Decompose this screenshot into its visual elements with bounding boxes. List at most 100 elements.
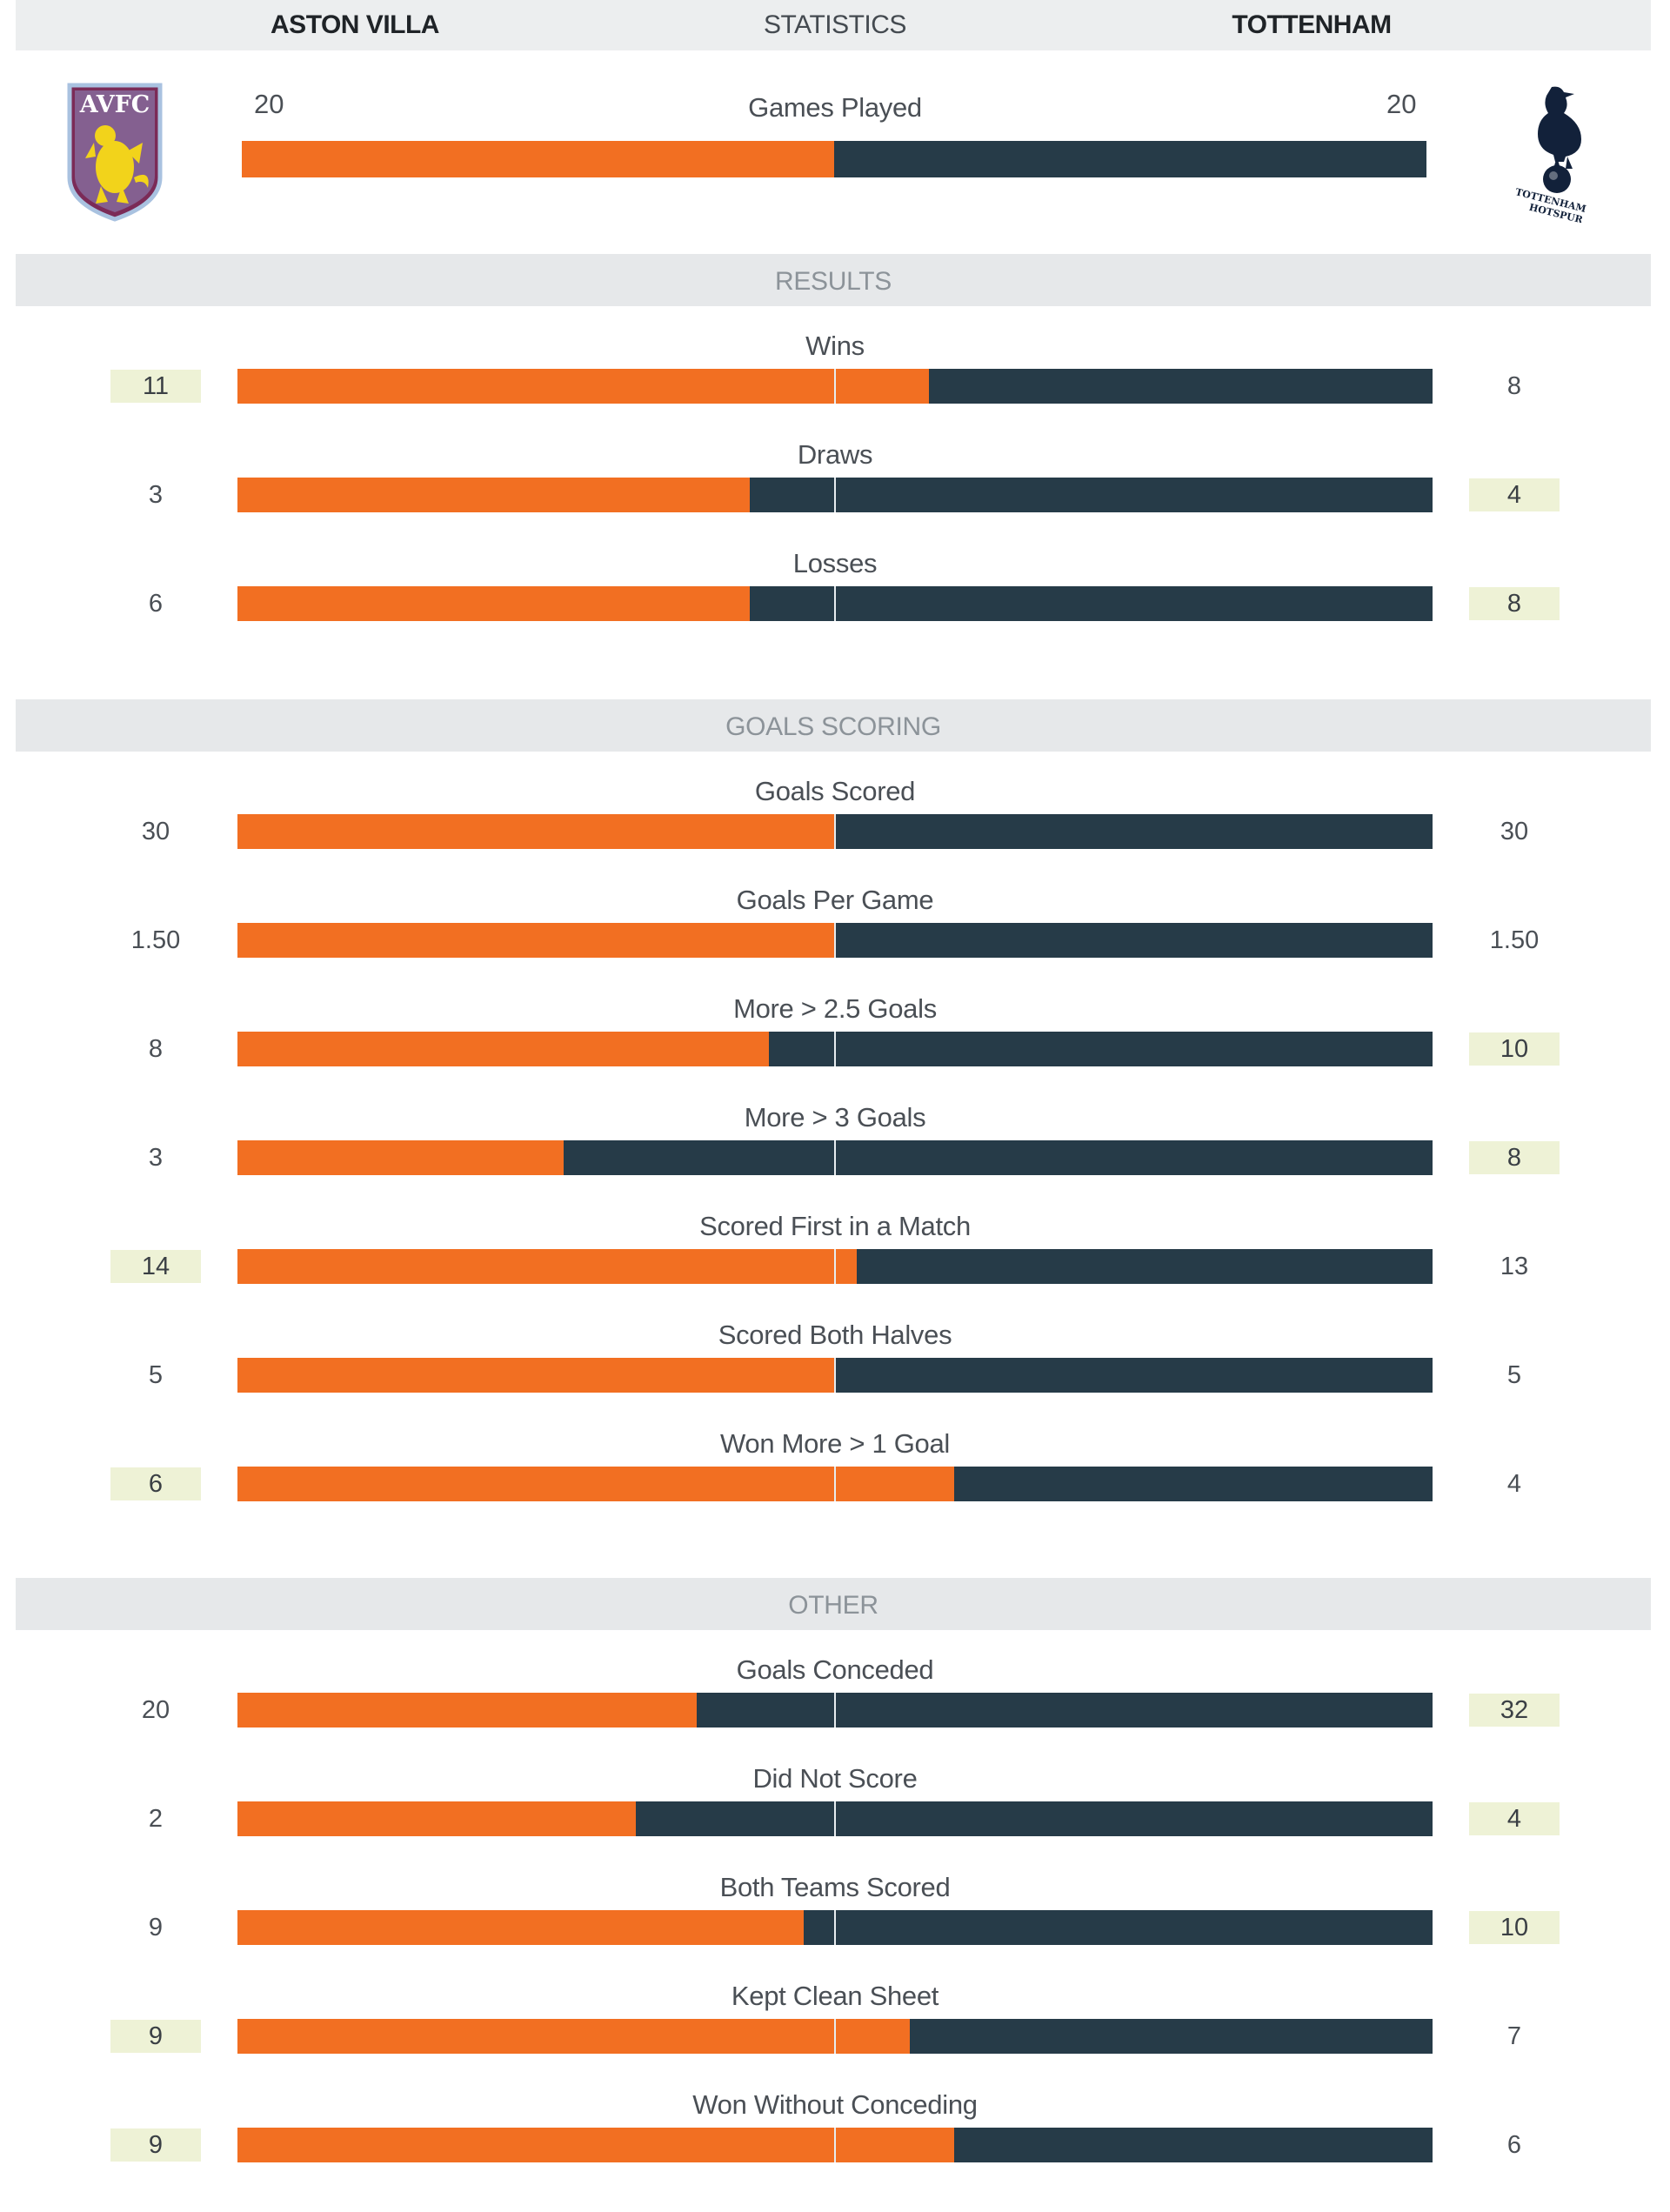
section-header-results: RESULTS [16,254,1651,306]
home-value-kept-clean-sheet: 9 [110,2020,201,2053]
away-value-wins: 8 [1506,372,1522,400]
home-share-fill [237,1467,955,1501]
section-header-goals-scoring: GOALS SCORING [16,699,1651,752]
home-share-fill [237,586,750,621]
home-share-fill [237,369,930,404]
stat-bar-goals-scored [237,814,1433,849]
bar-midline [834,923,836,958]
stat-label-scored-first-in-a-match: Scored First in a Match [699,1211,971,1241]
home-value-goals-per-game: 1.50 [130,926,181,954]
stat-label-did-not-score: Did Not Score [752,1763,918,1794]
stat-bar-wins [237,369,1433,404]
home-share-fill [237,1032,769,1066]
home-value-draws: 3 [148,481,164,509]
section-title: OTHER [788,1591,878,1620]
bar-midline [834,478,836,512]
home-value-goals-conceded: 20 [141,1696,170,1724]
home-value-scored-both-halves: 5 [148,1361,164,1389]
stat-bar-won-more-1-goal [237,1467,1433,1501]
home-share-fill [237,1693,698,1727]
home-value-losses: 6 [148,590,164,618]
home-share-fill [237,1140,564,1175]
stat-label-draws: Draws [797,439,873,470]
bar-midline [834,1693,836,1727]
away-value-scored-both-halves: 5 [1506,1361,1522,1389]
bar-midline [834,369,836,404]
stat-label-more-3-goals: More > 3 Goals [744,1102,926,1133]
away-value-more-2-5-goals: 10 [1469,1032,1560,1066]
home-value-goals-scored: 30 [141,818,170,845]
bar-midline [834,1140,836,1175]
away-team-name: TOTTENHAM [1232,10,1392,39]
stat-label-won-without-conceding: Won Without Conceding [692,2089,978,2120]
home-value-did-not-score: 2 [148,1805,164,1833]
bar-midline [834,814,836,849]
stat-bar-kept-clean-sheet [237,2019,1433,2054]
games-played-label: Games Played [748,92,922,123]
stat-label-won-more-1-goal: Won More > 1 Goal [720,1428,950,1459]
stat-label-goals-scored: Goals Scored [754,776,916,806]
bar-midline [834,1249,836,1284]
stat-label-losses: Losses [792,548,878,578]
home-value-both-teams-scored: 9 [148,1914,164,1941]
home-share-fill [237,814,835,849]
home-share-fill [237,1358,835,1393]
home-value-more-2-5-goals: 8 [148,1035,164,1063]
stat-bar-goals-per-game [237,923,1433,958]
stat-label-both-teams-scored: Both Teams Scored [719,1872,951,1902]
home-team-name: ASTON VILLA [271,10,439,39]
games-played-home-fill [242,141,834,177]
away-value-won-without-conceding: 6 [1506,2131,1522,2159]
home-share-fill [237,478,750,512]
stat-bar-more-2-5-goals [237,1032,1433,1066]
away-value-did-not-score: 4 [1469,1802,1560,1835]
stat-label-more-2-5-goals: More > 2.5 Goals [733,993,937,1024]
stat-bar-did-not-score [237,1801,1433,1836]
home-share-fill [237,1910,804,1945]
away-value-goals-scored: 30 [1500,818,1529,845]
section-title: GOALS SCORING [725,712,941,741]
home-share-fill [237,2128,955,2162]
away-value-more-3-goals: 8 [1469,1141,1560,1174]
games-played-home-value: 20 [254,89,284,119]
tottenham-crest-icon: TOTTENHAM HOTSPUR [1514,86,1587,223]
home-share-fill [237,923,835,958]
stat-bar-won-without-conceding [237,2128,1433,2162]
bar-midline [834,1801,836,1836]
stat-bar-scored-first-in-a-match [237,1249,1433,1284]
stat-bar-more-3-goals [237,1140,1433,1175]
home-value-wins: 11 [110,370,201,403]
away-value-won-more-1-goal: 4 [1506,1470,1522,1498]
section-title: RESULTS [774,267,892,296]
bar-midline [834,1467,836,1501]
stat-bar-losses [237,586,1433,621]
bar-midline [834,586,836,621]
bar-midline [834,2019,836,2054]
games-played-bar [242,141,1426,177]
aston-villa-crest-icon: AVFC [67,83,163,222]
home-share-fill [237,1801,636,1836]
home-value-won-more-1-goal: 6 [110,1467,201,1500]
section-header-other: OTHER [16,1578,1651,1630]
stat-label-kept-clean-sheet: Kept Clean Sheet [731,1981,939,2011]
header-bar [16,0,1651,50]
games-played-away-value: 20 [1386,89,1417,119]
stat-label-goals-per-game: Goals Per Game [736,885,934,915]
stat-label-goals-conceded: Goals Conceded [736,1654,934,1685]
bar-midline [834,1358,836,1393]
home-value-scored-first-in-a-match: 14 [110,1250,201,1283]
home-value-more-3-goals: 3 [148,1144,164,1172]
away-value-goals-per-game: 1.50 [1489,926,1540,954]
away-value-losses: 8 [1469,587,1560,620]
stat-bar-goals-conceded [237,1693,1433,1727]
page-title: STATISTICS [764,10,906,39]
bar-midline [834,2128,836,2162]
bar-midline [834,1032,836,1066]
bar-midline [834,1910,836,1945]
stat-label-wins: Wins [805,331,865,361]
crest-initials: AVFC [79,91,150,118]
stat-label-scored-both-halves: Scored Both Halves [718,1320,952,1350]
stat-bar-scored-both-halves [237,1358,1433,1393]
away-value-goals-conceded: 32 [1469,1694,1560,1727]
